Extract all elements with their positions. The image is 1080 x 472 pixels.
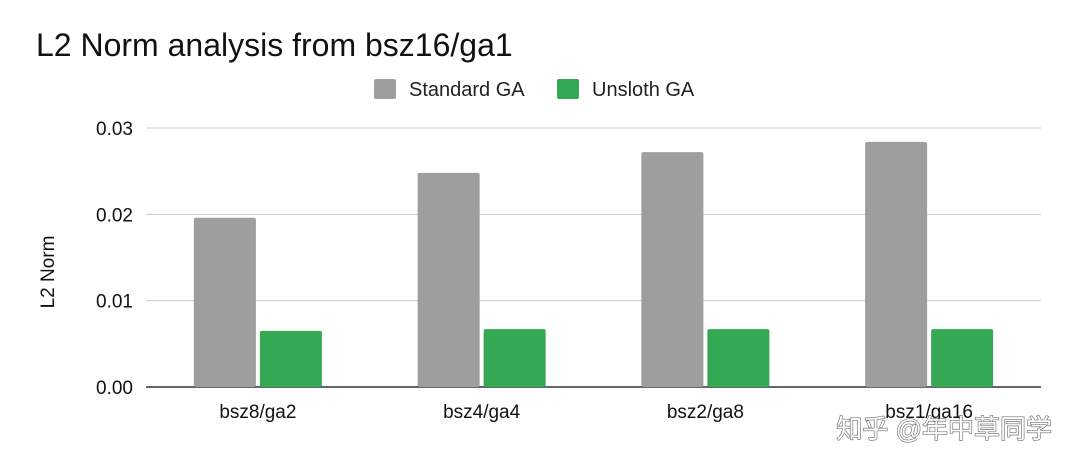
chart-title: L2 Norm analysis from bsz16/ga1 (36, 27, 513, 63)
y-axis-ticks: 0.00 0.01 0.02 0.03 (96, 119, 133, 399)
bar-standard-ga-bsz4-ga4 (417, 172, 480, 387)
bar-unsloth-ga-bsz1-ga16 (931, 329, 994, 387)
bar-unsloth-ga-bsz4-ga4 (483, 329, 546, 387)
bars (193, 141, 994, 387)
x-axis-categories: bsz8/ga2 bsz4/ga4 bsz2/ga8 bsz1/ga16 (219, 402, 973, 423)
y-tick-label: 0.02 (96, 205, 133, 226)
bar-standard-ga-bsz2-ga8 (641, 152, 704, 387)
bar-unsloth-ga-bsz2-ga8 (707, 329, 770, 387)
x-category-label: bsz4/ga4 (443, 402, 521, 423)
x-category-label: bsz1/ga16 (885, 402, 973, 423)
legend-swatch-unsloth-ga (557, 79, 579, 99)
watermark-text: 知乎 @年中草同学 (836, 414, 1052, 444)
x-category-label: bsz2/ga8 (667, 402, 744, 423)
y-tick-label: 0.00 (96, 378, 133, 399)
bar-standard-ga-bsz1-ga16 (865, 141, 928, 387)
y-tick-label: 0.03 (96, 119, 133, 140)
y-tick-label: 0.01 (96, 292, 133, 313)
bar-standard-ga-bsz8-ga2 (193, 217, 256, 387)
legend-label-unsloth-ga: Unsloth GA (592, 79, 695, 101)
y-axis-label: L2 Norm (38, 236, 59, 309)
legend-label-standard-ga: Standard GA (409, 79, 525, 101)
x-category-label: bsz8/ga2 (219, 402, 296, 423)
legend: Standard GA Unsloth GA (374, 79, 695, 101)
legend-swatch-standard-ga (374, 79, 396, 99)
bar-unsloth-ga-bsz8-ga2 (259, 330, 322, 387)
